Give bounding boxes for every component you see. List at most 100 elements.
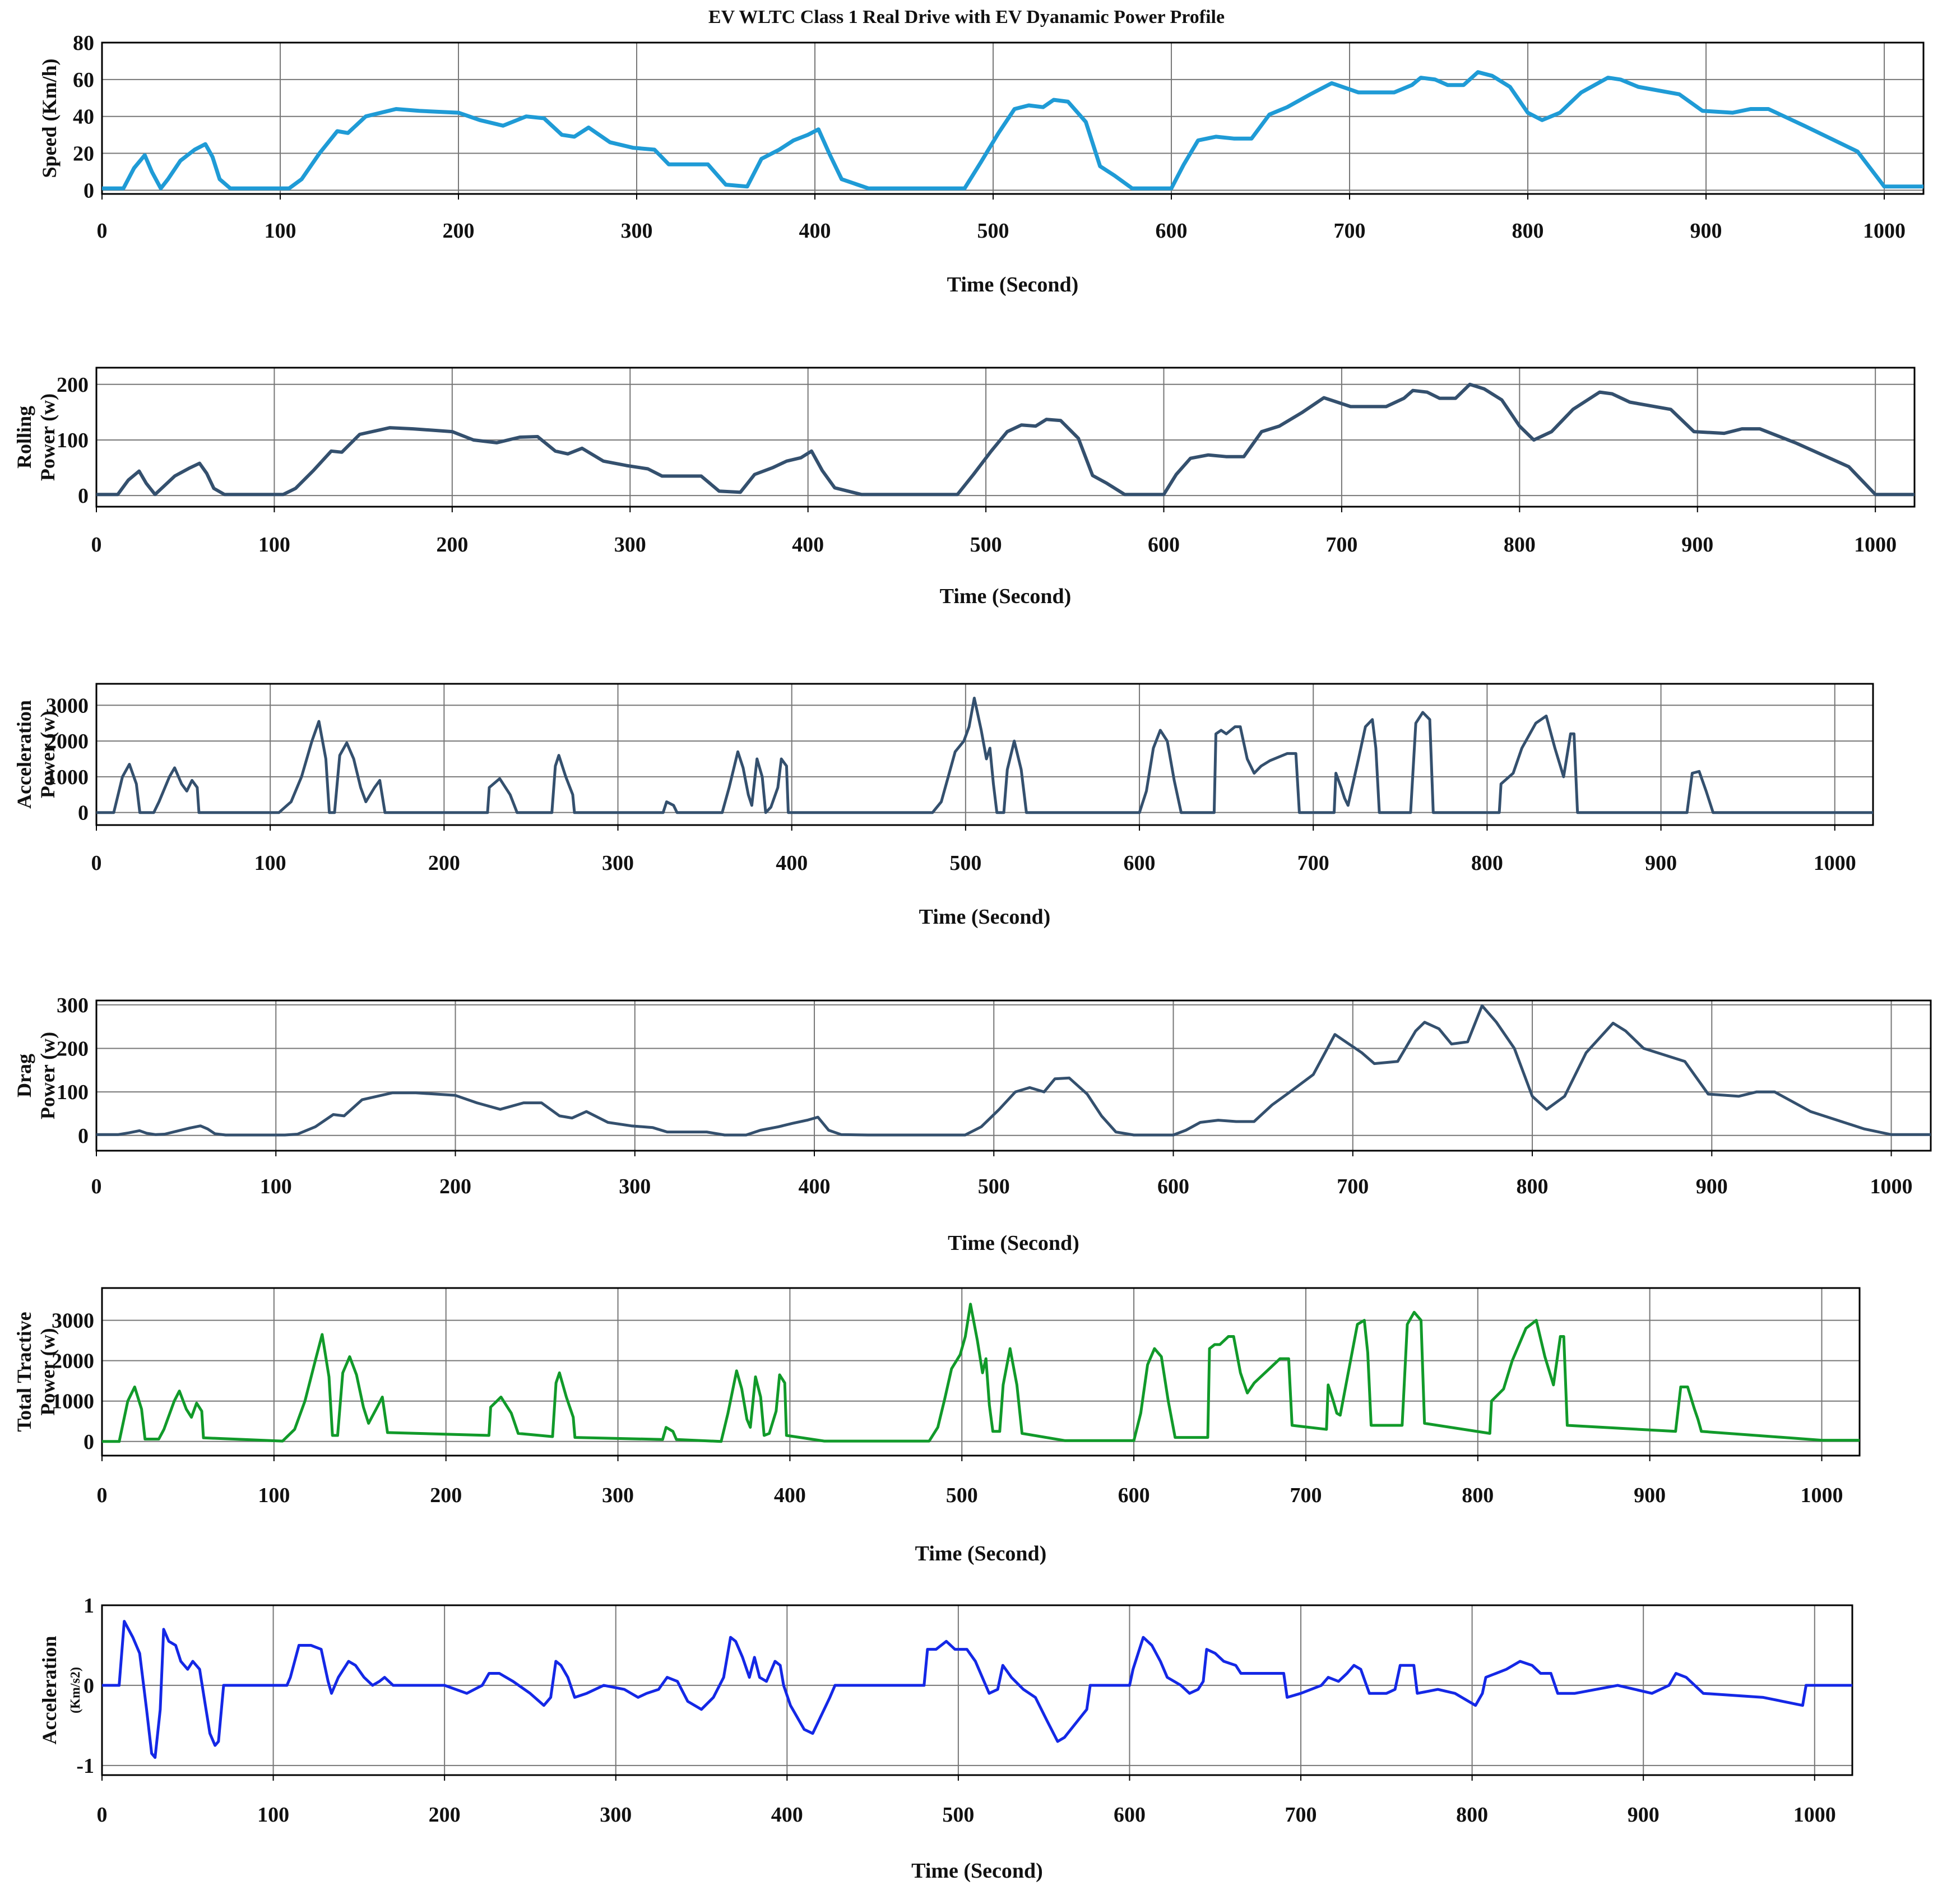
x-tick-label: 200 — [428, 851, 460, 875]
chart-title: EV WLTC Class 1 Real Drive with EV Dyana… — [708, 7, 1225, 27]
x-tick-label: 500 — [942, 1803, 974, 1827]
acceleration-power-y-axis-title: Power (w) — [36, 711, 59, 798]
x-tick-label: 600 — [1118, 1484, 1150, 1507]
rolling-power-x-axis-title: Time (Second) — [940, 585, 1072, 608]
rolling-power-series-line — [96, 382, 1915, 497]
x-tick-label: 1000 — [1793, 1803, 1836, 1827]
x-tick-label: 400 — [774, 1484, 806, 1507]
acceleration-power-x-axis-title: Time (Second) — [919, 905, 1051, 929]
x-tick-label: 600 — [1148, 533, 1180, 557]
acceleration-x-axis-title: Time (Second) — [911, 1859, 1043, 1883]
x-tick-label: 400 — [776, 851, 808, 875]
y-tick-label: 200 — [57, 1037, 89, 1060]
acceleration-power-plot-frame — [95, 683, 1874, 826]
x-tick-label: 600 — [1124, 851, 1156, 875]
x-tick-label: 200 — [436, 533, 468, 557]
x-tick-label: 0 — [91, 1175, 102, 1198]
x-tick-label: 1000 — [1814, 851, 1856, 875]
rolling-power-panel: 0 100 200 300 400 500 600 700 800 900 1000 0 100 200 T… — [13, 367, 1916, 608]
x-tick-label: 900 — [1628, 1803, 1659, 1827]
x-tick-label: 400 — [799, 1175, 831, 1198]
x-tick-label: 700 — [1290, 1484, 1322, 1507]
speed-plot-frame — [101, 41, 1925, 195]
x-tick-label: 900 — [1681, 533, 1713, 557]
x-tick-label: 400 — [771, 1803, 803, 1827]
speed-y-axis-title: Speed (Km/h) — [38, 58, 61, 178]
x-tick-label: 900 — [1690, 219, 1722, 243]
acceleration-series-line — [102, 1620, 1852, 1759]
x-tick-label: 700 — [1297, 851, 1329, 875]
x-tick-label: 600 — [1156, 219, 1188, 243]
y-tick-label: 1 — [84, 1594, 94, 1618]
x-tick-label: 100 — [260, 1175, 292, 1198]
x-tick-label: 700 — [1334, 219, 1366, 243]
x-tick-label: 800 — [1456, 1803, 1488, 1827]
x-tick-label: 100 — [257, 1803, 289, 1827]
x-tick-label: 200 — [439, 1175, 471, 1198]
y-tick-label: -1 — [76, 1754, 94, 1778]
x-tick-label: 400 — [799, 219, 831, 243]
x-tick-label: 900 — [1634, 1484, 1666, 1507]
x-tick-label: 500 — [978, 1175, 1010, 1198]
total-tractive-power-panel: 0 100 200 300 400 500 600 700 800 900 1000 0 1000 200… — [13, 1287, 1861, 1565]
acceleration-plot-frame — [101, 1604, 1853, 1776]
total-tractive-power-y-axis-title: Power (w) — [36, 1328, 59, 1415]
y-tick-label: 80 — [73, 31, 94, 55]
drag-power-x-axis-title: Time (Second) — [948, 1231, 1079, 1255]
acceleration-power-panel: 0 100 200 300 400 500 600 700 800 900 1000 0 1000 200… — [13, 683, 1874, 929]
x-tick-label: 300 — [602, 1484, 634, 1507]
speed-panel: 0 100 200 300 400 500 600 700 800 900 1000 0 20 40 60 8… — [38, 31, 1925, 297]
x-tick-label: 0 — [91, 851, 102, 875]
y-tick-label: 100 — [57, 1081, 89, 1104]
speed-x-axis-title: Time (Second) — [947, 273, 1079, 297]
x-tick-label: 800 — [1517, 1175, 1549, 1198]
rolling-power-plot-frame — [95, 367, 1916, 508]
y-tick-label: 0 — [78, 484, 89, 508]
x-tick-label: 300 — [621, 219, 653, 243]
x-tick-label: 100 — [258, 1484, 290, 1507]
x-tick-label: 0 — [91, 533, 102, 557]
x-tick-label: 300 — [600, 1803, 632, 1827]
x-tick-label: 0 — [97, 1803, 108, 1827]
acceleration-power-series-line — [96, 697, 1873, 814]
total-tractive-power-series-line — [102, 1303, 1860, 1443]
drag-power-y-axis-title: Power (w) — [36, 1032, 59, 1119]
x-tick-label: 0 — [97, 1484, 108, 1507]
x-tick-label: 100 — [265, 219, 296, 243]
y-tick-label: 2000 — [52, 1350, 94, 1373]
y-tick-label: 200 — [57, 373, 89, 397]
x-tick-label: 1000 — [1800, 1484, 1843, 1507]
x-tick-label: 100 — [254, 851, 286, 875]
x-tick-label: 500 — [949, 851, 981, 875]
y-tick-label: 0 — [84, 1674, 94, 1698]
total-tractive-power-plot-frame — [101, 1287, 1861, 1457]
drag-power-plot-frame — [95, 999, 1932, 1152]
y-tick-label: 0 — [78, 802, 89, 825]
y-tick-label: 40 — [73, 105, 94, 129]
x-tick-label: 400 — [792, 533, 824, 557]
x-tick-label: 0 — [97, 219, 108, 243]
x-tick-label: 300 — [614, 533, 646, 557]
x-tick-label: 100 — [258, 533, 290, 557]
x-tick-label: 800 — [1462, 1484, 1494, 1507]
total-tractive-power-x-axis-title: Time (Second) — [915, 1542, 1047, 1565]
x-tick-label: 300 — [619, 1175, 651, 1198]
x-tick-label: 500 — [970, 533, 1002, 557]
x-tick-label: 700 — [1337, 1175, 1369, 1198]
x-tick-label: 1000 — [1863, 219, 1906, 243]
x-tick-label: 800 — [1512, 219, 1544, 243]
drag-power-panel: 0 100 200 300 400 500 600 700 800 900 1000 0 100 200 3… — [13, 994, 1932, 1255]
x-tick-label: 200 — [429, 1803, 461, 1827]
y-tick-label: 3000 — [52, 1309, 94, 1333]
x-tick-label: 500 — [977, 219, 1009, 243]
x-tick-label: 1000 — [1870, 1175, 1913, 1198]
x-tick-label: 900 — [1696, 1175, 1728, 1198]
y-tick-label: 3000 — [46, 694, 89, 717]
x-tick-label: 600 — [1114, 1803, 1146, 1827]
x-tick-label: 500 — [946, 1484, 978, 1507]
x-tick-label: 900 — [1645, 851, 1677, 875]
x-tick-label: 800 — [1471, 851, 1503, 875]
rolling-power-y-axis-title: Rolling — [13, 406, 35, 469]
y-tick-label: 0 — [78, 1124, 89, 1148]
total-tractive-power-y-axis-title: Total Tractive — [13, 1312, 35, 1432]
